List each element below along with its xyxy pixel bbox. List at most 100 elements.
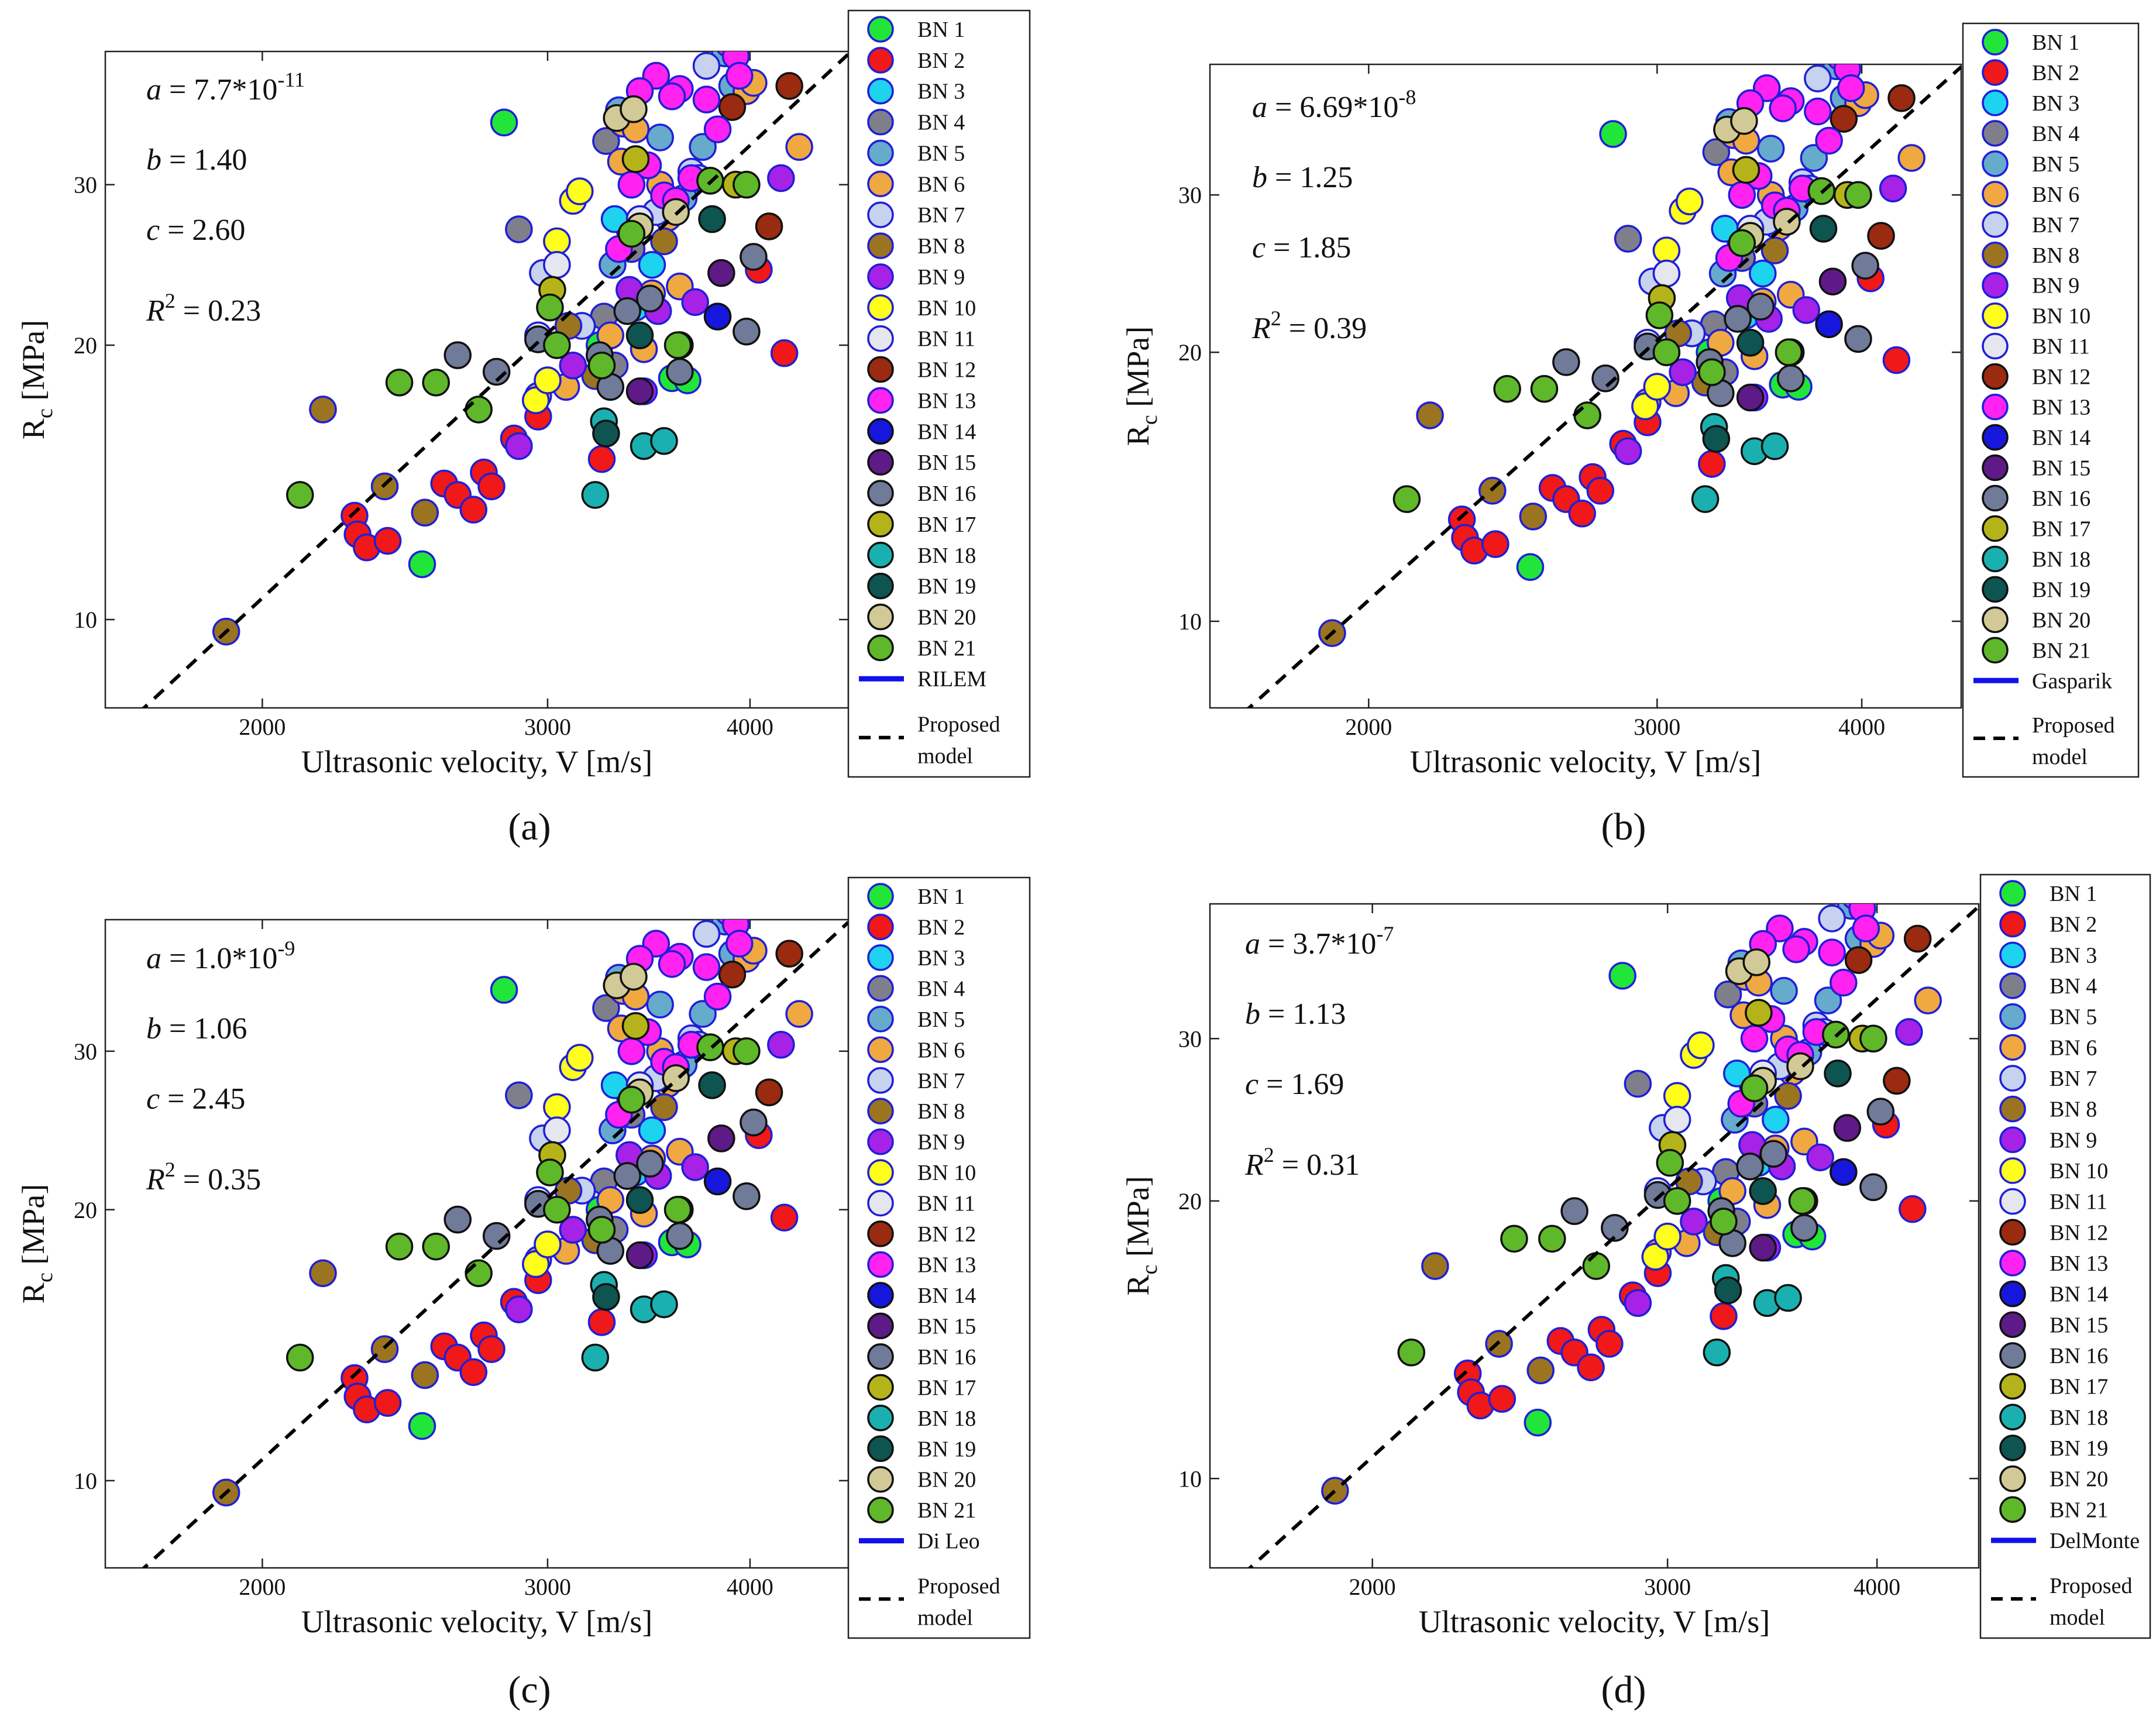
data-point-bn15 bbox=[1749, 1233, 1777, 1262]
legend-entry: BN 11 bbox=[2050, 1190, 2107, 1215]
legend: BN 1 BN 2 BN 3 BN 4 BN 5 BN 6 BN 7 BN 8 BN 9 BN 1… bbox=[847, 9, 1031, 778]
data-point-bn9 bbox=[505, 1295, 533, 1323]
y-axis-label: Rc [MPa] bbox=[1120, 326, 1162, 446]
data-point-bn19 bbox=[1702, 425, 1731, 453]
legend-entry: BN 9 bbox=[2050, 1128, 2097, 1153]
data-point-bn16 bbox=[1552, 348, 1580, 376]
plot-frame bbox=[1209, 63, 1962, 709]
data-point-bn21 bbox=[617, 1085, 646, 1114]
data-point-bn12 bbox=[1887, 84, 1916, 112]
legend-entry: BN 7 bbox=[917, 203, 965, 228]
data-point-bn15 bbox=[1818, 267, 1847, 295]
data-point-bn12 bbox=[1830, 105, 1858, 133]
legend-entry: BN 17 bbox=[2050, 1375, 2108, 1399]
data-point-bn2 bbox=[477, 472, 506, 501]
data-point-bn9 bbox=[505, 432, 533, 460]
data-point-bn14 bbox=[703, 302, 732, 331]
data-point-bn1 bbox=[408, 1412, 436, 1440]
data-point-bn1 bbox=[490, 976, 518, 1004]
data-point-bn2 bbox=[770, 1203, 799, 1231]
data-point-bn21 bbox=[733, 1037, 761, 1065]
data-point-bn16 bbox=[1851, 252, 1879, 280]
legend-marker bbox=[1982, 271, 2009, 299]
legend-entry: BN 20 bbox=[917, 606, 976, 630]
data-point-bn16 bbox=[740, 243, 768, 271]
data-point-bn21 bbox=[1710, 1207, 1738, 1236]
proposed-model-line bbox=[1247, 905, 1979, 1568]
legend-marker bbox=[1982, 393, 2009, 421]
param-c: c = 2.60 bbox=[146, 214, 245, 247]
data-point-bn6 bbox=[1897, 144, 1925, 172]
legend-entry: BN 10 bbox=[2050, 1159, 2108, 1184]
legend-entry: BN 6 bbox=[2050, 1035, 2097, 1060]
legend-marker bbox=[867, 232, 894, 259]
legend-entry: BN 5 bbox=[2032, 152, 2079, 177]
legend-marker bbox=[867, 883, 894, 910]
legend-marker bbox=[867, 603, 894, 631]
legend-marker bbox=[1999, 1250, 2026, 1277]
data-point-bn12 bbox=[1927, 877, 1952, 903]
legend-entry: BN 2 bbox=[2032, 61, 2079, 85]
data-point-bn21 bbox=[1530, 374, 1559, 403]
legend-marker bbox=[867, 77, 894, 105]
data-point-bn17 bbox=[621, 145, 650, 173]
legend-entry: BN 16 bbox=[2050, 1344, 2108, 1368]
data-point-bn5 bbox=[1756, 135, 1785, 163]
data-point-bn21 bbox=[1652, 338, 1681, 366]
data-point-bn21 bbox=[1775, 338, 1803, 366]
data-point-bn20 bbox=[1730, 107, 1758, 135]
data-point-bn3 bbox=[638, 250, 666, 279]
data-point-bn8 bbox=[650, 1093, 678, 1121]
data-point-bn14 bbox=[1830, 1158, 1858, 1186]
data-point-bn13 bbox=[772, 859, 797, 885]
y-axis-label: Rc [MPa] bbox=[16, 1184, 57, 1303]
data-point-bn21 bbox=[465, 395, 493, 424]
legend-entry: BN 13 bbox=[917, 1253, 976, 1278]
panel-label: (c) bbox=[508, 1668, 551, 1711]
panel-label: (b) bbox=[1601, 806, 1646, 848]
legend-entry: BN 8 bbox=[917, 1099, 965, 1124]
y-tick-label: 30 bbox=[1178, 1026, 1202, 1052]
legend-proposed-label-line2: model bbox=[2050, 1605, 2105, 1630]
legend-entry: BN 18 bbox=[917, 1406, 976, 1431]
legend-marker bbox=[1999, 972, 2026, 999]
legend-entry: BN 13 bbox=[2032, 395, 2090, 420]
data-point-bn5 bbox=[689, 133, 717, 161]
x-tick-label: 3000 bbox=[524, 714, 571, 740]
legend-reference-label: RILEM bbox=[917, 667, 986, 692]
legend-marker bbox=[1999, 1342, 2026, 1369]
data-point-bn21 bbox=[1728, 229, 1756, 257]
proposed-model-line bbox=[1246, 66, 1961, 708]
legend-marker bbox=[1999, 1095, 2026, 1123]
data-point-bn9 bbox=[1614, 437, 1642, 466]
data-point-bn13 bbox=[1782, 935, 1810, 964]
data-point-bn3 bbox=[1748, 259, 1777, 288]
data-point-bn16 bbox=[733, 317, 761, 346]
data-point-bn10 bbox=[543, 1093, 571, 1121]
legend-marker bbox=[1982, 545, 2009, 573]
legend-marker bbox=[867, 1343, 894, 1370]
legend-reference-label: DelMonte bbox=[2050, 1529, 2140, 1553]
data-point-bn2 bbox=[1882, 346, 1911, 374]
legend-entry: BN 6 bbox=[917, 1038, 965, 1062]
data-point-bn21 bbox=[1397, 1339, 1426, 1367]
param-c: c = 2.45 bbox=[146, 1082, 245, 1116]
y-tick-label: 20 bbox=[74, 1197, 97, 1223]
data-point-bn9 bbox=[1624, 1289, 1652, 1317]
data-point-bn20 bbox=[620, 95, 648, 123]
legend-marker bbox=[867, 1159, 894, 1186]
data-point-bn17 bbox=[621, 1012, 650, 1040]
data-point-bn12 bbox=[798, 893, 824, 919]
x-axis-label: Ultrasonic velocity, V [m/s] bbox=[301, 1604, 652, 1639]
data-point-bn16 bbox=[1591, 364, 1619, 393]
data-point-bn8 bbox=[650, 227, 678, 256]
legend-marker bbox=[1999, 1065, 2026, 1092]
legend-entry: BN 2 bbox=[917, 915, 965, 940]
data-point-bn1 bbox=[1516, 553, 1545, 582]
data-point-bn10 bbox=[1643, 373, 1672, 401]
data-point-bn18 bbox=[1691, 485, 1720, 513]
data-point-bn21 bbox=[1663, 1187, 1691, 1215]
legend-proposed-label-line2: model bbox=[917, 744, 973, 769]
legend-entry: BN 11 bbox=[2032, 335, 2090, 359]
legend-entry: BN 5 bbox=[917, 1007, 965, 1032]
